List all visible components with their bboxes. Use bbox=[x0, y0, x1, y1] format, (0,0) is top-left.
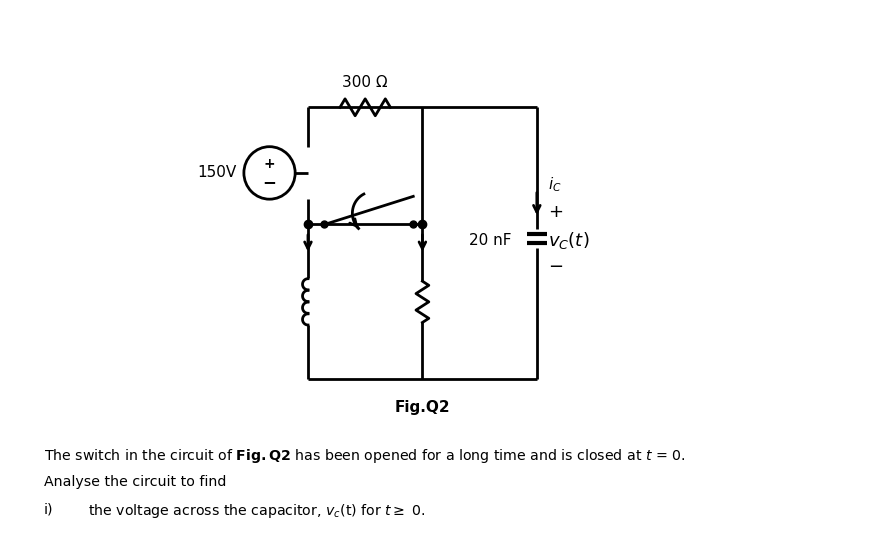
Text: Fig.Q2: Fig.Q2 bbox=[395, 400, 450, 415]
Text: −: − bbox=[548, 258, 563, 276]
Text: +: + bbox=[548, 203, 563, 221]
Text: +: + bbox=[264, 158, 275, 171]
Text: Analyse the circuit to find: Analyse the circuit to find bbox=[44, 475, 226, 488]
Text: The switch in the circuit of $\mathbf{Fig.Q2}$ has been opened for a long time a: The switch in the circuit of $\mathbf{Fi… bbox=[44, 447, 685, 465]
Text: $v_C(t)$: $v_C(t)$ bbox=[548, 230, 589, 251]
Text: i): i) bbox=[44, 502, 53, 516]
Text: −: − bbox=[262, 173, 276, 191]
Text: 20 nF: 20 nF bbox=[468, 233, 511, 248]
Text: 300 Ω: 300 Ω bbox=[342, 75, 388, 90]
Text: $i_C$: $i_C$ bbox=[548, 176, 561, 194]
Text: 150V: 150V bbox=[197, 165, 237, 180]
Text: the voltage across the capacitor, $v_c$(t) for $t\geq$ 0.: the voltage across the capacitor, $v_c$(… bbox=[88, 502, 425, 520]
